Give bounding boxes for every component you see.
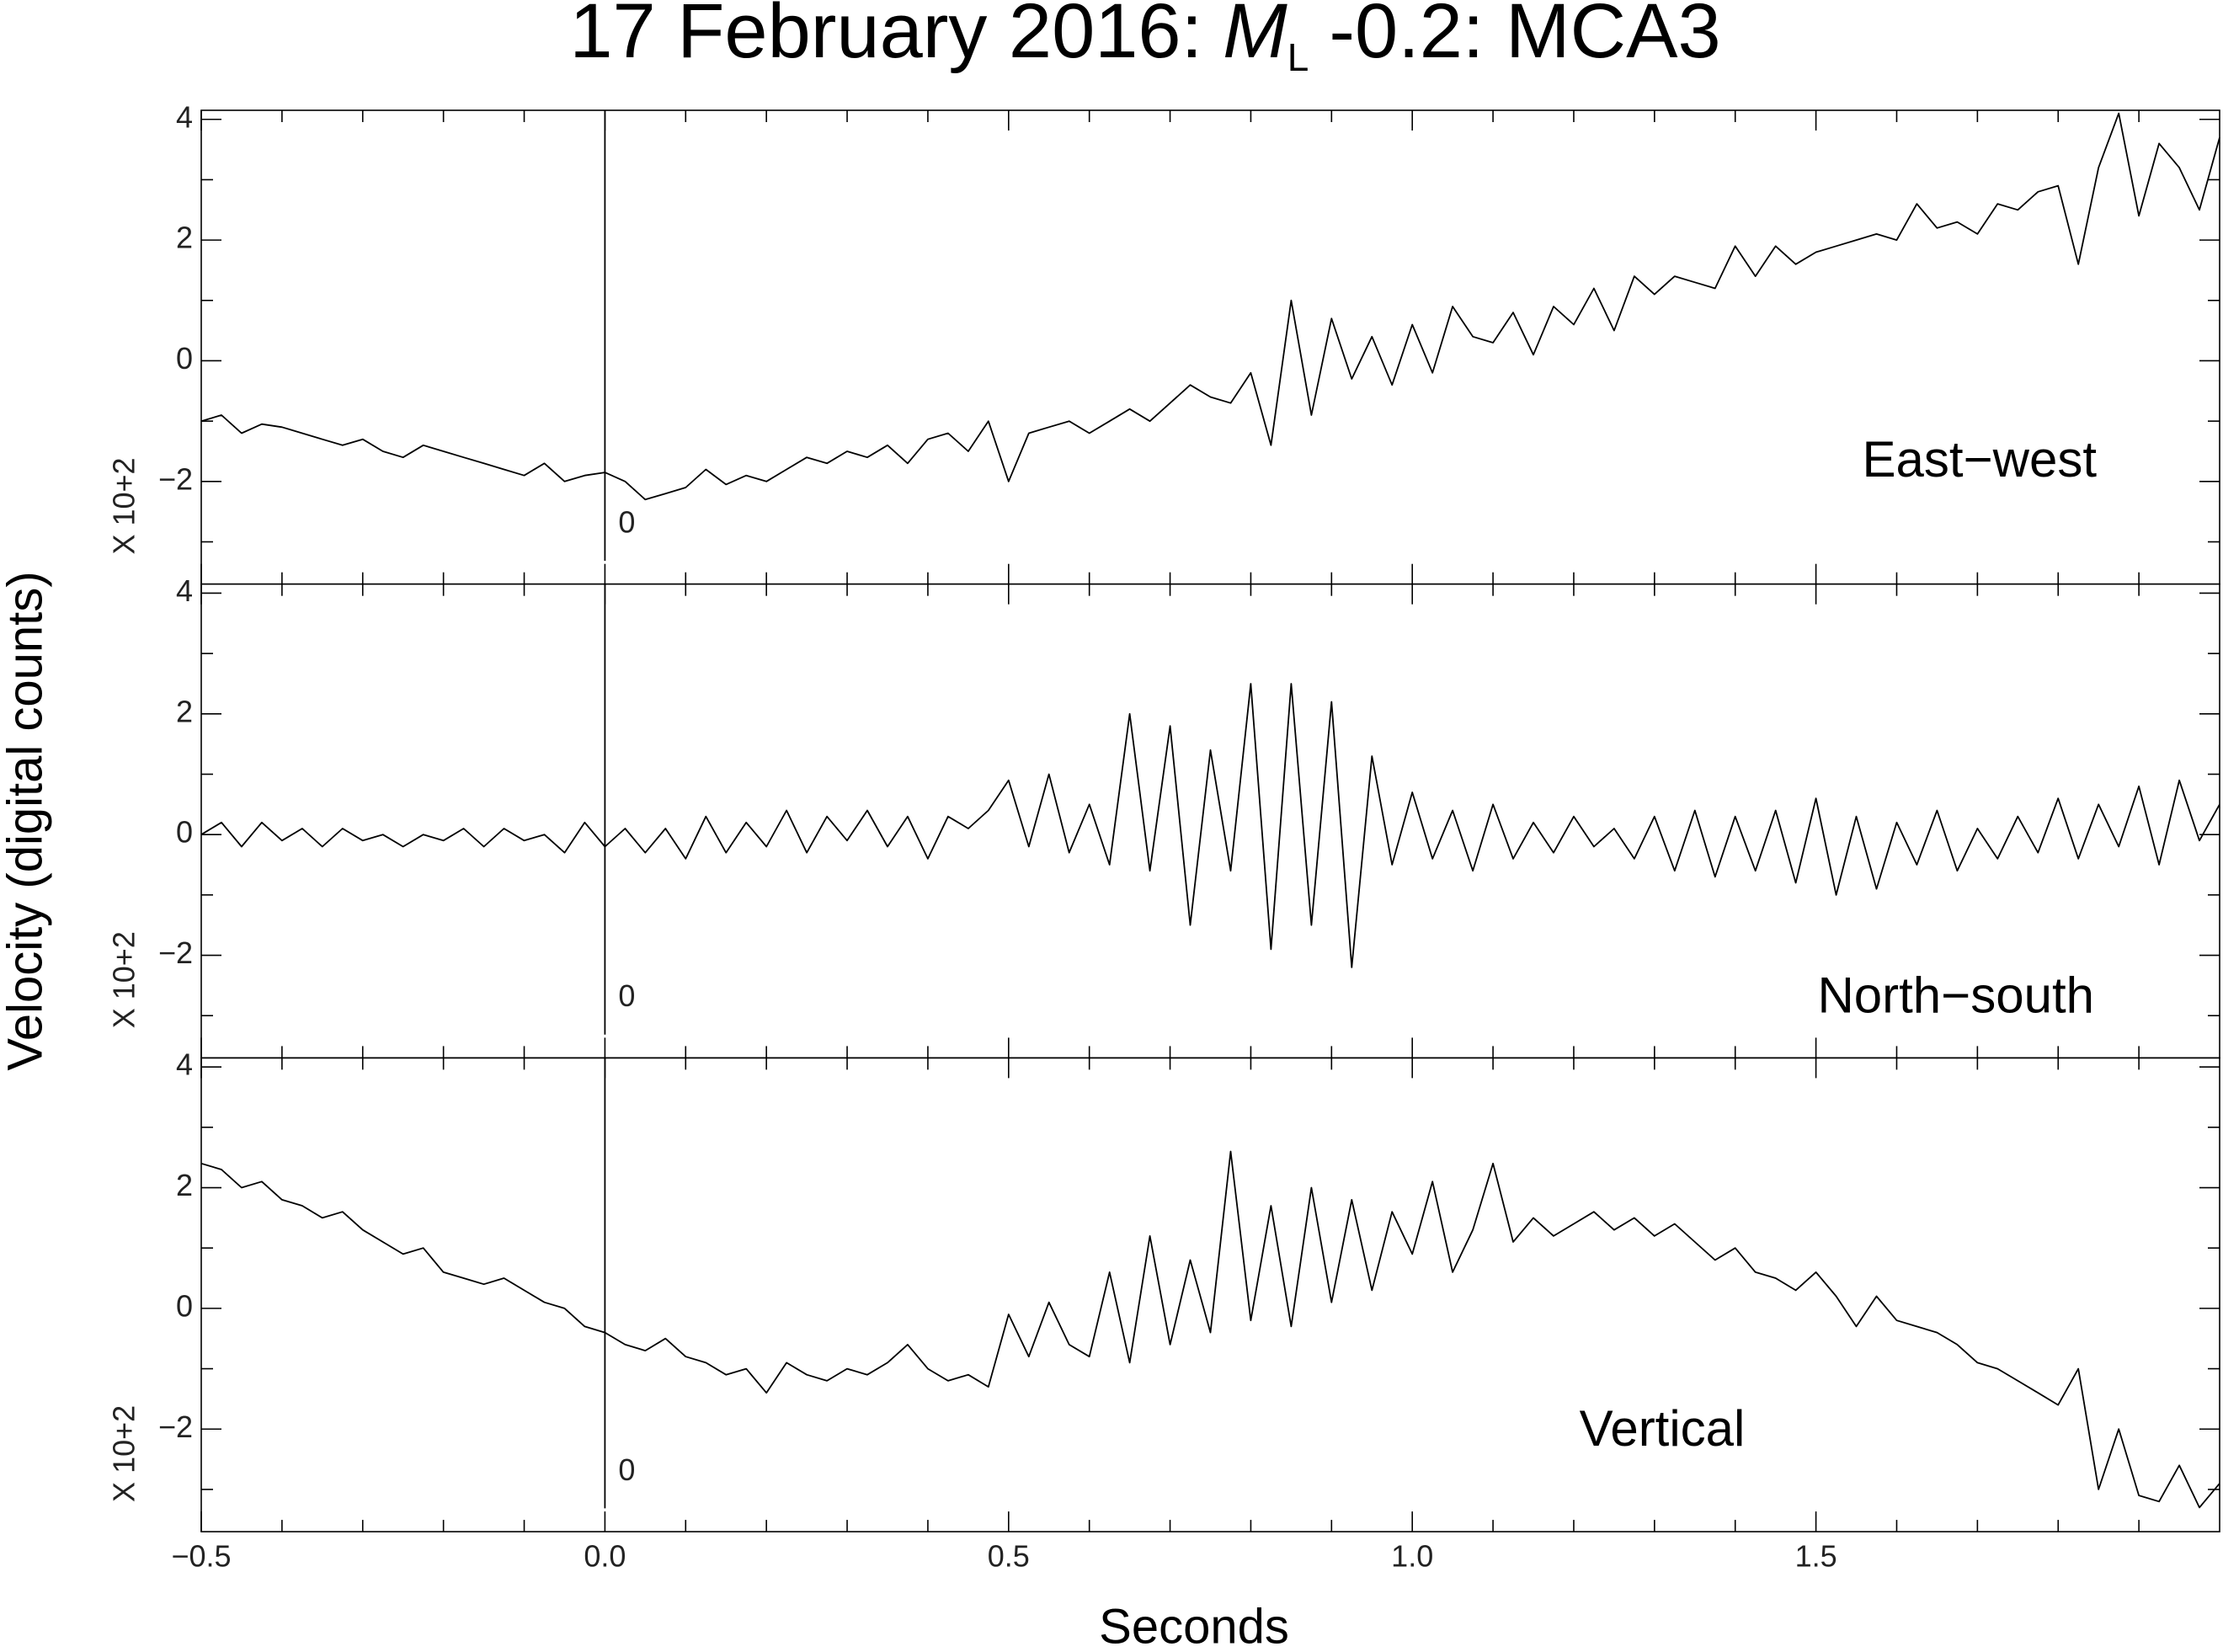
y-tick-label: 0 [176,1288,193,1323]
y-tick-label: 2 [176,694,193,728]
y-tick-label: 4 [176,1047,193,1082]
chart-title: 17 February 2016: ML -0.2: MCA3 [569,0,1720,79]
x-tick-label: 0.0 [584,1539,626,1574]
y-tick-label: 0 [176,341,193,376]
y-tick-label: 0 [176,815,193,850]
panel-label: East−west [1863,431,2098,488]
panel-frame [200,1057,2220,1532]
panel-label: Vertical [1580,1400,1746,1457]
trace-line [200,112,2220,501]
y-axis-label: Velocity (digital counts) [0,571,52,1070]
y-tick-label: 2 [176,221,193,255]
trace-line [200,683,2220,968]
scale-label: X 10+2 [107,457,141,554]
marker-label: 0 [618,978,635,1013]
panel-frame [200,109,2220,585]
y-tick-label: 2 [176,1168,193,1202]
scale-label: X 10+2 [107,931,141,1028]
y-tick-label: −2 [158,935,193,970]
y-tick-label: 4 [176,99,193,134]
scale-label: X 10+2 [107,1405,141,1502]
panel-label: North−south [1817,967,2094,1024]
x-tick-label: 1.0 [1391,1539,1433,1574]
x-axis-label: Seconds [1099,1599,1289,1652]
y-tick-label: −2 [158,461,193,496]
x-tick-label: 1.5 [1795,1539,1837,1574]
title-subscript: L [1287,35,1309,79]
title-text: 17 February 2016: [569,0,1202,74]
trace-line [200,1150,2220,1509]
marker-label: 0 [618,1452,635,1487]
marker-label: 0 [618,505,635,540]
y-tick-label: −2 [158,1410,193,1444]
x-tick-label: 0.5 [988,1539,1030,1574]
y-tick-label: 4 [176,573,193,608]
x-tick-label: −0.5 [171,1539,231,1574]
title-rest: -0.2: MCA3 [1329,0,1720,74]
title-symbol: M [1223,0,1287,74]
